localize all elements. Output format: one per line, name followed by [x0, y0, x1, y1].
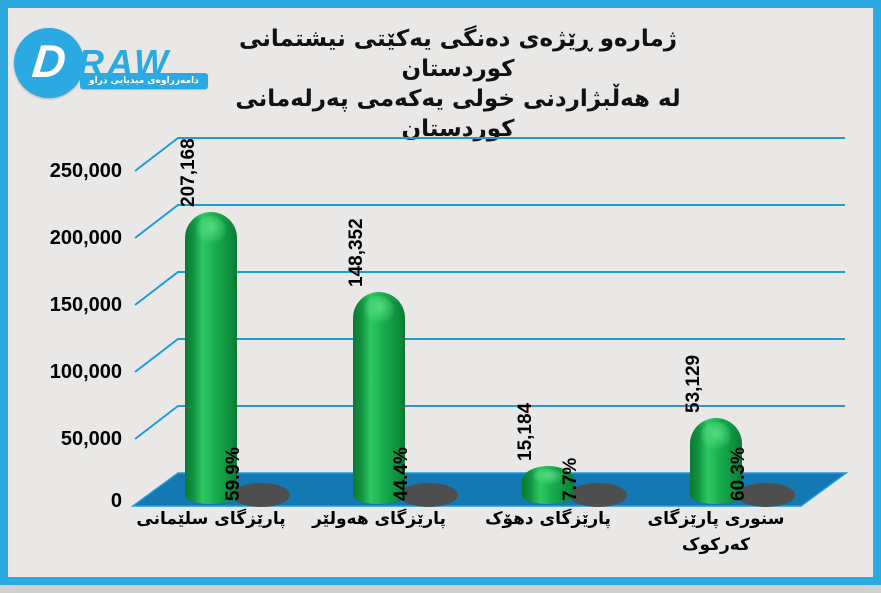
- bar-percent-label: 60.3%: [728, 447, 749, 501]
- y-axis-tick: 200,000: [49, 227, 122, 249]
- y-axis-tick: 100,000: [49, 361, 122, 383]
- y-axis-tick: 0: [110, 490, 122, 512]
- chart-title: ژمارەو ڕێژەی دەنگی یەکێتی نیشتمانی کوردس…: [188, 24, 728, 144]
- bar-value-label: 148,352: [346, 218, 367, 287]
- bar-value-label: 15,184: [515, 402, 536, 461]
- vote-series-cylinders: [185, 212, 742, 504]
- grid-line-50000: [134, 405, 845, 440]
- category-label-erbil: پارێزگای هەولێر: [312, 509, 446, 529]
- dome-highlight: [701, 422, 731, 450]
- chart-title-line2: لە هەڵبژاردنی خولی یەکەمی پەرلەمانی کورد…: [235, 86, 681, 142]
- bar-cylinder-sulaymaniyah: [185, 212, 237, 504]
- category-label-sulaymaniyah: پارێزگای سلێمانی: [136, 509, 286, 529]
- logo-tagline: دامەزراوەی میدیایی دراو: [80, 73, 208, 89]
- bar-chart-canvas: [130, 137, 849, 507]
- category-label-duhok: پارێزگای دهۆک: [485, 509, 611, 529]
- bar-percent-label: 7.7%: [560, 457, 581, 501]
- logo-circle: [14, 28, 84, 98]
- grid-line-150000: [134, 271, 845, 306]
- bar-value-label: 53,129: [683, 354, 704, 413]
- category-label-kirkuk: سنوری پارێزگای کەرکوک: [647, 509, 785, 555]
- grid-line-250000: [134, 137, 845, 172]
- dome-highlight: [533, 469, 563, 485]
- bar-cylinder-erbil: [353, 292, 405, 504]
- grid-lines: [134, 137, 845, 440]
- bar-percent-label: 44.4%: [391, 447, 412, 501]
- chart-title-line1: ژمارەو ڕێژەی دەنگی یەکێتی نیشتمانی کوردس…: [239, 26, 677, 82]
- bar-percent-label: 59.9%: [223, 447, 244, 501]
- bar-shadow-cylinder: [569, 483, 627, 507]
- dome-highlight: [364, 296, 394, 324]
- bar-shadow-cylinder: [232, 483, 290, 507]
- grid-line-200000: [134, 204, 845, 239]
- y-axis-tick: 50,000: [60, 428, 122, 450]
- bar-value-label: 207,168: [178, 138, 199, 207]
- bar-shadow-cylinder: [400, 483, 458, 507]
- dome-highlight: [196, 216, 226, 244]
- y-axis-tick: 250,000: [49, 160, 122, 182]
- grid-line-100000: [134, 338, 845, 373]
- draw-logo: D RAW دامەزراوەی میدیایی دراو: [14, 28, 214, 108]
- bar-shadow-cylinder: [737, 483, 795, 507]
- chart-floor: [130, 472, 849, 507]
- percent-series-cylinders: [232, 483, 795, 507]
- y-axis-tick: 150,000: [49, 294, 122, 316]
